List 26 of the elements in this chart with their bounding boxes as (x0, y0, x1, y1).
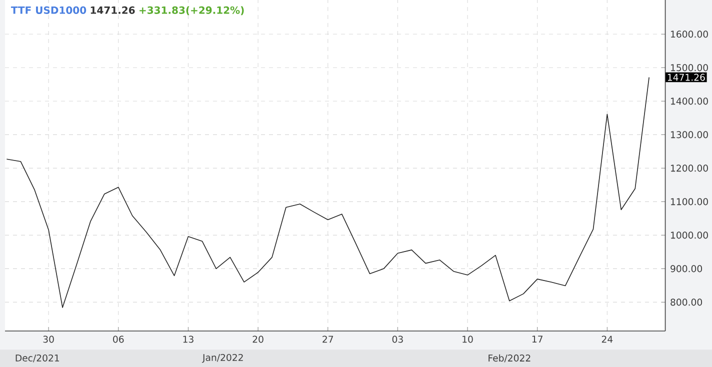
x-tick-label: 20 (252, 336, 264, 343)
text: 1471.26 (668, 74, 705, 81)
x-tick-label: 10 (462, 336, 473, 343)
x-tick-label: 24 (602, 336, 613, 343)
y-tick-label: 1500.00 (671, 64, 708, 72)
x-tick-label: 13 (183, 336, 194, 343)
line-series (6, 76, 650, 308)
y-tick-label: 800.00 (670, 298, 702, 306)
text: Jan/2022 (202, 354, 243, 363)
text: Dec/2021 (16, 354, 60, 362)
x-tick-label: 30 (43, 336, 54, 343)
y-tick-label: 1200.00 (671, 164, 708, 172)
y-tick-label: 1000.00 (671, 232, 708, 239)
x-tick-label: 27 (322, 336, 334, 343)
x-tick-label: 03 (392, 336, 403, 343)
y-tick-label: 1400.00 (671, 98, 708, 105)
y-tick-label: 1300.00 (671, 131, 708, 138)
x-tick-label: 06 (113, 336, 124, 343)
y-tick-label: 1600.00 (671, 30, 708, 38)
text: 1471.26 (90, 6, 135, 14)
y-tick-label: 900.00 (670, 265, 702, 272)
text: Feb/2022 (488, 354, 530, 362)
x-tick-label: 17 (532, 336, 542, 343)
annotation: +331.83(+29.12%) (140, 6, 244, 16)
y-tick-label: 1100.00 (671, 198, 708, 206)
text: TTF USD1000 (10, 6, 86, 14)
